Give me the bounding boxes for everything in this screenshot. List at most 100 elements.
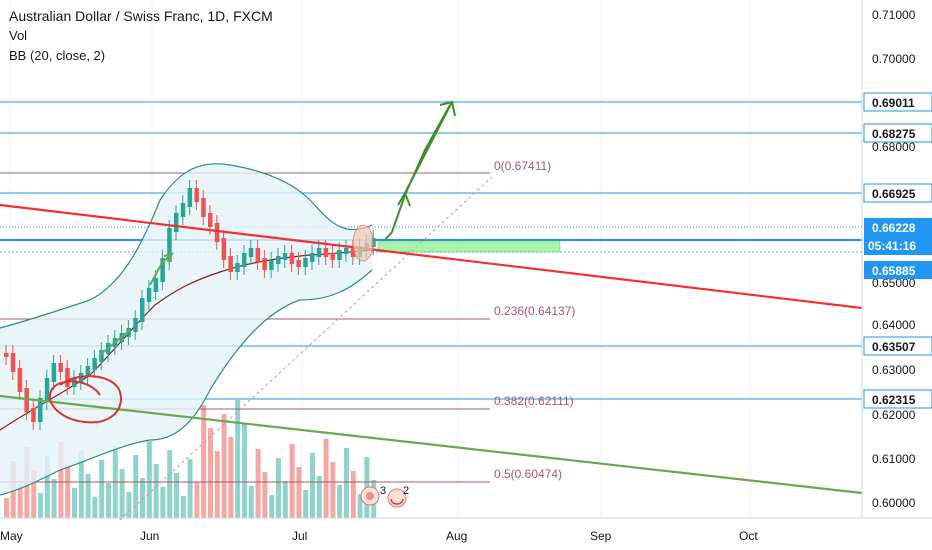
candle-body <box>289 253 295 264</box>
candle-body <box>221 238 227 260</box>
volume-bar <box>160 487 166 518</box>
arrow-small-head <box>163 252 174 263</box>
svg-text:0.65885: 0.65885 <box>872 264 916 278</box>
volume-bar <box>316 476 322 518</box>
candle-body <box>126 328 131 337</box>
volume-bar <box>194 482 200 518</box>
bollinger-upper <box>0 163 373 329</box>
volume-legend[interactable]: Vol <box>9 28 28 43</box>
arrow-small-green-2 <box>99 329 131 356</box>
volume-bar <box>221 414 227 518</box>
svg-text:0.68275: 0.68275 <box>872 127 916 141</box>
volume-bar <box>146 441 152 518</box>
candle-body <box>140 298 145 322</box>
candle-body <box>38 398 43 422</box>
volume-bar <box>337 485 343 518</box>
candle-body <box>31 408 36 422</box>
candle-body <box>248 248 254 257</box>
volume-bar <box>153 464 159 518</box>
candle-body <box>51 363 57 382</box>
candle-body <box>99 350 104 362</box>
arrow-segment-2 <box>404 101 453 194</box>
candle-body <box>65 368 70 387</box>
time-label: Aug <box>446 529 467 543</box>
candle-body <box>153 278 159 292</box>
volume-bar <box>174 473 179 518</box>
volume-bar <box>276 458 281 518</box>
volume-bar <box>344 448 349 518</box>
time-label: May <box>0 529 23 543</box>
fib-label-0: 0(0.67411) <box>494 159 551 173</box>
candle-body <box>262 258 267 270</box>
price-axis[interactable]: 0.71000 0.70000 0.68000 0.65000 0.64000 … <box>861 0 932 518</box>
candle-body <box>167 228 172 262</box>
volume-bar <box>44 456 50 518</box>
price-tick: 0.63000 <box>872 363 916 377</box>
arrow-small-green <box>149 254 171 286</box>
candle-body <box>10 353 16 372</box>
idea-badges[interactable]: 3 2 <box>360 485 409 508</box>
svg-text:0.69011: 0.69011 <box>872 96 915 110</box>
svg-text:0.66925: 0.66925 <box>872 187 916 201</box>
svg-text:0.62315: 0.62315 <box>872 393 916 407</box>
bollinger-lower <box>0 269 373 496</box>
candle-body <box>133 318 138 332</box>
candle-body <box>58 363 63 372</box>
chart-legend[interactable]: Australian Dollar / Swiss Franc, 1D, FXC… <box>9 6 273 66</box>
price-tick: 0.70000 <box>872 52 916 66</box>
volume-bar <box>167 450 173 518</box>
volume-bar <box>4 498 9 518</box>
volume-bar <box>242 423 247 518</box>
level-price-badges: 0.69011 0.68275 0.66925 0.66228 05:41:16… <box>863 92 932 409</box>
candle-body <box>310 253 315 262</box>
candle-body <box>282 253 288 260</box>
volume-bar <box>235 400 241 518</box>
volume-bar <box>65 465 71 518</box>
fib-label-05: 0.5(0.60474) <box>494 467 562 481</box>
candle-body <box>187 188 193 207</box>
drawings[interactable] <box>48 100 456 424</box>
candle-body <box>214 223 220 242</box>
candle-body <box>235 263 240 272</box>
bollinger-legend[interactable]: BB (20, close, 2) <box>9 48 106 63</box>
svg-text:05:41:16: 05:41:16 <box>868 239 916 253</box>
candle-body <box>269 260 274 270</box>
volume-bar <box>201 405 207 518</box>
volume-bar <box>357 494 363 518</box>
candle-body <box>174 213 179 232</box>
volume-bar <box>180 496 186 518</box>
fib-label-0382: 0.382(0.62111) <box>494 394 574 408</box>
bollinger-fill <box>0 163 372 496</box>
badge-62315 <box>863 389 932 409</box>
candle-body <box>201 198 206 217</box>
trendline-red <box>0 203 863 310</box>
volume-bar <box>72 488 77 518</box>
candle-body <box>85 366 91 377</box>
volume-bar <box>214 451 220 518</box>
volume-bar <box>269 495 275 518</box>
candle-body <box>92 358 97 370</box>
symbol-title[interactable]: Australian Dollar / Swiss Franc, 1D, FXC… <box>9 8 273 24</box>
volume-bar <box>303 490 309 518</box>
trendline-green <box>0 394 863 495</box>
trendlines[interactable] <box>0 203 863 495</box>
candle-body <box>323 248 329 257</box>
candle-body <box>296 260 301 267</box>
volume-bar <box>58 442 64 518</box>
badge-68275 <box>863 123 932 143</box>
volume-bar <box>133 455 139 518</box>
volume-bar <box>262 472 268 518</box>
time-label: Jun <box>140 529 159 543</box>
candle-body <box>4 353 9 357</box>
badge-69011 <box>863 92 932 112</box>
candle-body <box>194 188 199 202</box>
time-axis[interactable]: May Jun Jul Aug Sep Oct <box>0 517 932 543</box>
highlight-ellipse <box>352 224 374 262</box>
volume-bar <box>31 470 37 518</box>
highlight-zone[interactable] <box>377 240 561 253</box>
badge-last-price <box>864 218 932 236</box>
candle-body <box>276 256 281 264</box>
candle-body <box>228 256 233 272</box>
volume-bar <box>140 478 145 518</box>
